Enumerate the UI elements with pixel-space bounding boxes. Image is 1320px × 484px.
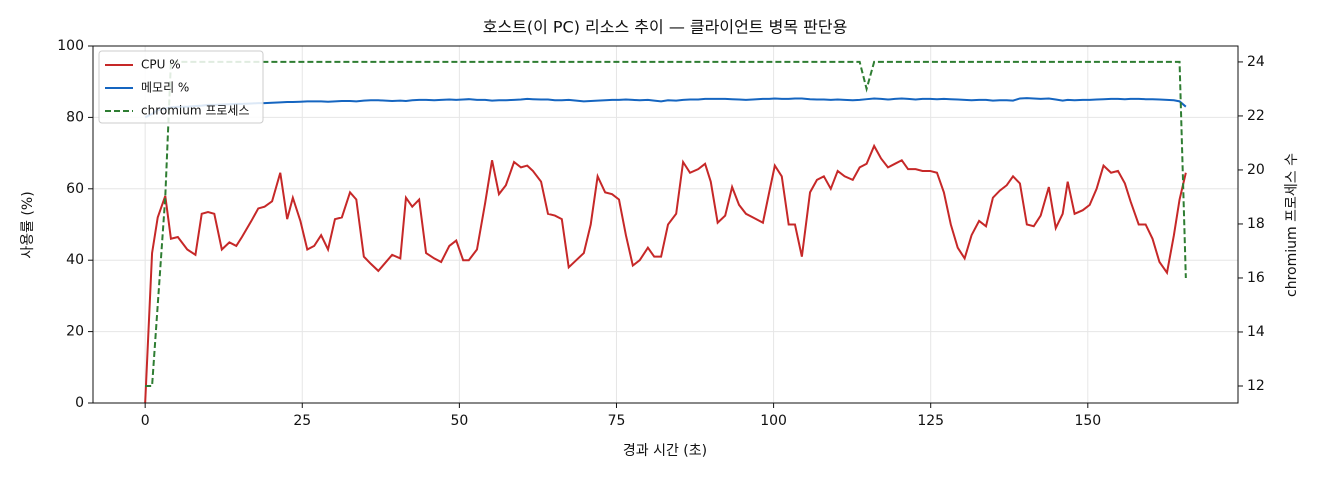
y2-tick-label: 18 <box>1247 216 1265 232</box>
y2-tick-label: 24 <box>1247 54 1265 70</box>
y-tick-label: 80 <box>66 109 84 125</box>
x-tick-label: 75 <box>608 413 626 429</box>
y2-tick-label: 14 <box>1247 324 1265 340</box>
y-axis-label: 사용률 (%) <box>20 191 36 258</box>
chart-title: 호스트(이 PC) 리소스 추이 — 클라이언트 병목 판단용 <box>483 18 848 37</box>
legend-label: CPU % <box>141 58 181 72</box>
plot-frame <box>92 45 1239 404</box>
y-tick-label: 60 <box>66 181 84 197</box>
y-tick-label: 100 <box>57 38 84 54</box>
y2-tick-label: 16 <box>1247 270 1265 286</box>
legend-label: 메모리 % <box>141 81 189 95</box>
x-axis-label: 경과 시간 (초) <box>623 443 707 459</box>
series-line <box>145 60 1187 387</box>
x-tick-label: 150 <box>1074 413 1101 429</box>
y-tick-label: 40 <box>66 252 84 268</box>
series-line <box>144 143 1187 404</box>
y2-tick-label: 22 <box>1247 108 1265 124</box>
x-tick-label: 0 <box>141 413 150 429</box>
y-tick-label: 20 <box>66 324 84 340</box>
legend-label: chromium 프로세스 <box>141 104 250 118</box>
series-line <box>144 97 1187 119</box>
y2-tick-label: 12 <box>1247 378 1265 394</box>
legend-box <box>98 50 264 124</box>
legend: CPU % 메모리 % chromium 프로세스 <box>98 50 264 124</box>
x-tick-label: 25 <box>293 413 311 429</box>
x-tick-label: 125 <box>917 413 944 429</box>
x-tick-label: 50 <box>450 413 468 429</box>
x-tick-label: 100 <box>760 413 787 429</box>
y-tick-label: 0 <box>75 395 84 411</box>
y2-axis-label: chromium 프로세스 수 <box>1284 153 1300 297</box>
y2-tick-label: 20 <box>1247 162 1265 178</box>
